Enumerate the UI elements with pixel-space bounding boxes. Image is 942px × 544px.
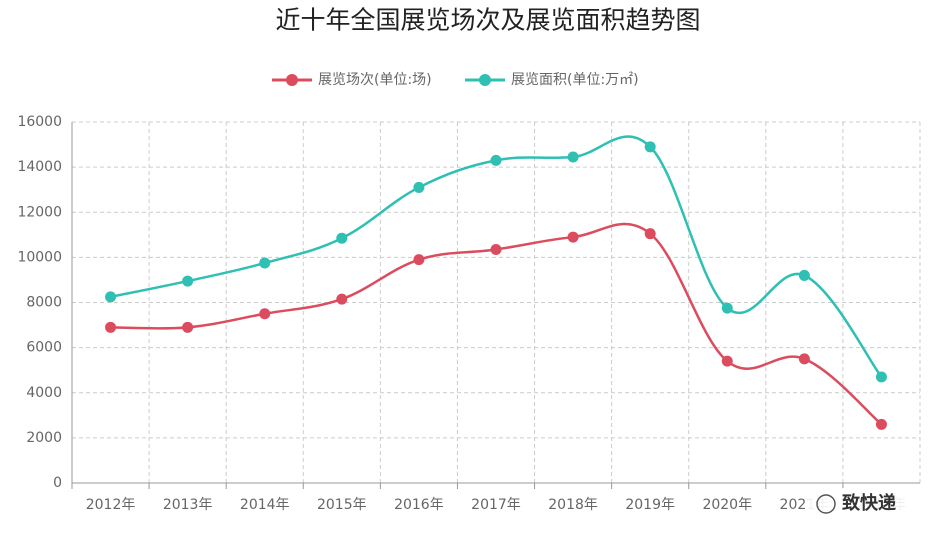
x-tick-label: 2020年 [702, 497, 752, 513]
y-tick-label: 16000 [17, 114, 62, 130]
point [259, 308, 271, 320]
point [413, 254, 425, 266]
point [644, 141, 656, 153]
legend-label: 展览场次(单位:场) [318, 72, 432, 88]
series-line [110, 222, 883, 426]
y-tick-label: 4000 [26, 385, 62, 401]
point [798, 269, 810, 281]
point [567, 231, 579, 243]
point [182, 275, 194, 287]
point [721, 302, 733, 314]
legend-label: 展览面积(单位:万㎡) [511, 72, 639, 88]
point [798, 353, 810, 365]
x-tick-label: 2015年 [317, 497, 367, 513]
point [567, 151, 579, 163]
chart-title: 近十年全国展览场次及展览面积趋势图 [275, 6, 700, 35]
x-tick-label: 2013年 [163, 497, 213, 513]
x-tick-label: 2018年 [548, 497, 598, 513]
point [105, 321, 117, 333]
legend-marker [479, 74, 491, 86]
point [875, 371, 887, 383]
y-tick-label: 6000 [26, 340, 62, 356]
watermark-icon [816, 494, 836, 514]
x-tick-label: 2014年 [240, 497, 290, 513]
x-tick-label: 2017年 [471, 497, 521, 513]
x-tick-label: 2019年 [625, 497, 675, 513]
point [182, 321, 194, 333]
y-tick-label: 8000 [26, 295, 62, 311]
watermark-bg [808, 488, 920, 520]
y-tick-label: 2000 [26, 430, 62, 446]
point [875, 418, 887, 430]
x-tick-label: 2016年 [394, 497, 444, 513]
point [413, 181, 425, 193]
point [259, 257, 271, 269]
y-tick-label: 10000 [17, 249, 62, 265]
point [490, 243, 502, 255]
point [644, 228, 656, 240]
point [336, 293, 348, 305]
point [490, 154, 502, 166]
point [721, 355, 733, 367]
y-tick-label: 14000 [17, 159, 62, 175]
y-tick-label: 0 [53, 475, 62, 491]
legend-marker [286, 74, 298, 86]
x-tick-label: 2012年 [86, 497, 136, 513]
point [336, 232, 348, 244]
point [105, 291, 117, 303]
watermark: 致快递 [842, 492, 896, 514]
y-tick-label: 12000 [17, 204, 62, 220]
